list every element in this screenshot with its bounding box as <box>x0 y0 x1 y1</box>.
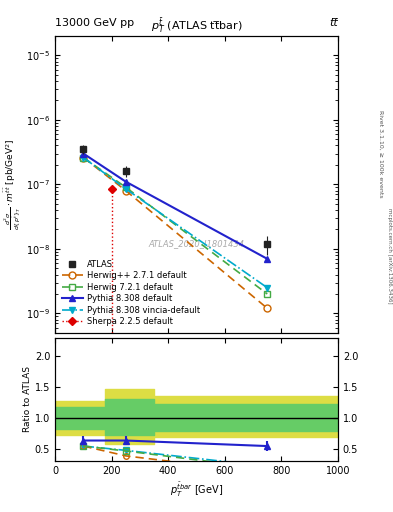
Pythia 8.308 vincia-default <box>123 186 128 192</box>
Herwig++ 2.7.1 default <box>123 187 128 194</box>
Y-axis label: $\frac{d^2\sigma}{d\{p^{\bar{t}}\}_T} \cdot m^{\bar{t}\bar{t}}$ [pb/GeV$^2$]: $\frac{d^2\sigma}{d\{p^{\bar{t}}\}_T} \c… <box>3 139 23 230</box>
Text: ATLAS_2020_I1801434: ATLAS_2020_I1801434 <box>149 239 244 248</box>
Herwig++ 2.7.1 default <box>265 305 270 311</box>
Title: $p_T^{\bar{t}}$ (ATLAS tt̅bar): $p_T^{\bar{t}}$ (ATLAS tt̅bar) <box>151 17 242 35</box>
Herwig 7.2.1 default <box>81 155 86 161</box>
Line: Herwig 7.2.1 default: Herwig 7.2.1 default <box>80 154 271 297</box>
Text: tt̅: tt̅ <box>329 18 338 28</box>
Pythia 8.308 default <box>81 151 86 157</box>
X-axis label: $p^{\bar{t}bar{}}_{T}$ [GeV]: $p^{\bar{t}bar{}}_{T}$ [GeV] <box>170 481 223 499</box>
Pythia 8.308 default <box>265 256 270 262</box>
Line: Pythia 8.308 vincia-default: Pythia 8.308 vincia-default <box>80 154 271 291</box>
Text: Rivet 3.1.10, ≥ 100k events: Rivet 3.1.10, ≥ 100k events <box>379 110 384 198</box>
Line: Herwig++ 2.7.1 default: Herwig++ 2.7.1 default <box>80 154 271 312</box>
Pythia 8.308 default <box>123 179 128 185</box>
Text: mcplots.cern.ch [arXiv:1306.3436]: mcplots.cern.ch [arXiv:1306.3436] <box>387 208 391 304</box>
Line: Pythia 8.308 default: Pythia 8.308 default <box>80 150 271 262</box>
Legend: ATLAS, Herwig++ 2.7.1 default, Herwig 7.2.1 default, Pythia 8.308 default, Pythi: ATLAS, Herwig++ 2.7.1 default, Herwig 7.… <box>59 257 202 329</box>
Herwig++ 2.7.1 default <box>81 155 86 161</box>
Herwig 7.2.1 default <box>123 184 128 190</box>
Pythia 8.308 vincia-default <box>265 285 270 291</box>
Herwig 7.2.1 default <box>265 291 270 297</box>
Text: 13000 GeV pp: 13000 GeV pp <box>55 18 134 28</box>
Y-axis label: Ratio to ATLAS: Ratio to ATLAS <box>23 367 32 432</box>
Pythia 8.308 vincia-default <box>81 155 86 161</box>
